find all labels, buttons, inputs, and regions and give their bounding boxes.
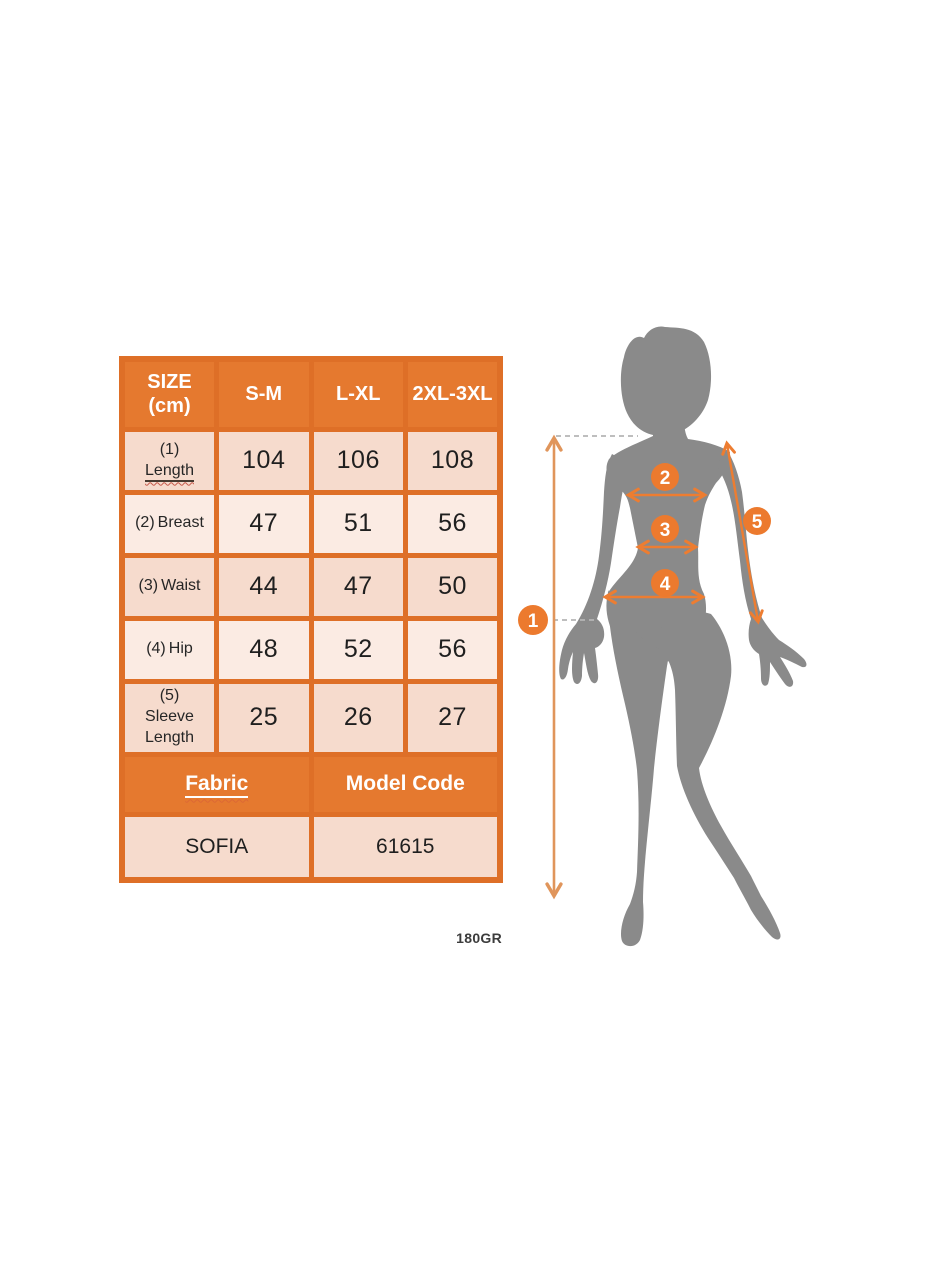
length-s-m: 104 — [214, 426, 314, 495]
marker-4-badge: 4 — [651, 569, 679, 597]
marker-4-number: 4 — [660, 574, 671, 595]
length-2xl-3xl: 108 — [403, 426, 503, 495]
breast-s-m: 47 — [214, 489, 314, 558]
table-footer-values-row: SOFIA 61615 — [119, 811, 503, 883]
row-number: (2) — [135, 514, 155, 532]
waist-s-m: 44 — [214, 552, 314, 621]
hip-s-m: 48 — [214, 615, 314, 684]
row-label-breast: (2) Breast — [119, 489, 219, 558]
sleeve-l-xl: 26 — [308, 678, 408, 757]
model-code-header-cell: Model Code — [308, 751, 503, 817]
row-label-text: Hip — [168, 640, 193, 658]
sleeve-arrow — [721, 440, 764, 625]
silhouette-right-leg — [661, 612, 781, 940]
marker-3-number: 3 — [660, 520, 671, 541]
model-code-value-cell: 61615 — [308, 811, 503, 883]
row-label-sleeve-length: (5) Sleeve Length — [119, 678, 219, 757]
length-l-xl: 106 — [308, 426, 408, 495]
marker-2-number: 2 — [660, 468, 671, 489]
row-number: (5) — [159, 687, 180, 705]
female-body-silhouette — [559, 326, 807, 947]
breast-l-xl: 51 — [308, 489, 408, 558]
table-header-row: SIZE (cm) S-M L-XL 2XL-3XL — [119, 356, 503, 432]
marker-1-circle — [518, 605, 548, 635]
marker-1-badge: 1 — [518, 605, 548, 635]
waist-l-xl: 47 — [308, 552, 408, 621]
header-l-xl: L-XL — [308, 356, 408, 432]
measurement-figure: 1 2 3 4 5 — [515, 318, 880, 978]
table-row-sleeve-length: (5) Sleeve Length 25 26 27 — [119, 678, 503, 757]
table-row-hip: (4) Hip 48 52 56 — [119, 615, 503, 684]
marker-4-circle — [651, 569, 679, 597]
row-number: (4) — [146, 640, 166, 658]
header-s-m: S-M — [214, 356, 314, 432]
row-label-length: (1) Length — [119, 426, 219, 495]
row-label-waist: (3) Waist — [119, 552, 219, 621]
silhouette-right-arm — [716, 450, 807, 687]
table-footer-header-row: Fabric Model Code — [119, 751, 503, 817]
sleeve-s-m: 25 — [214, 678, 314, 757]
header-2xl-3xl: 2XL-3XL — [403, 356, 503, 432]
marker-1-number: 1 — [528, 611, 539, 632]
table-row-breast: (2) Breast 47 51 56 — [119, 489, 503, 558]
silhouette-left-arm — [559, 454, 629, 684]
marker-5-number: 5 — [752, 512, 763, 533]
measurement-figure-svg: 1 2 3 4 5 — [518, 326, 807, 947]
fabric-value-cell: SOFIA — [119, 811, 314, 883]
silhouette-head-hair — [620, 326, 712, 436]
size-table: SIZE (cm) S-M L-XL 2XL-3XL (1) Length 104… — [119, 356, 503, 883]
hip-2xl-3xl: 56 — [403, 615, 503, 684]
marker-2-circle — [651, 463, 679, 491]
hip-l-xl: 52 — [308, 615, 408, 684]
waist-2xl-3xl: 50 — [403, 552, 503, 621]
row-label-text: Length — [145, 461, 194, 482]
sleeve-2xl-3xl: 27 — [403, 678, 503, 757]
marker-5-badge: 5 — [743, 507, 771, 535]
marker-3-badge: 3 — [651, 515, 679, 543]
fabric-weight-note: 180GR — [456, 930, 502, 946]
fabric-header-cell: Fabric — [119, 751, 314, 817]
fabric-label: Fabric — [185, 772, 249, 799]
table-row-length: (1) Length 104 106 108 — [119, 426, 503, 495]
marker-3-circle — [651, 515, 679, 543]
row-label-hip: (4) Hip — [119, 615, 219, 684]
row-label-text: Waist — [161, 577, 201, 595]
marker-2-badge: 2 — [651, 463, 679, 491]
header-size-cm: SIZE (cm) — [119, 356, 219, 432]
marker-5-circle — [743, 507, 771, 535]
breast-2xl-3xl: 56 — [403, 489, 503, 558]
row-label-text: Breast — [157, 514, 204, 532]
row-number: (3) — [138, 577, 159, 595]
table-row-waist: (3) Waist 44 47 50 — [119, 552, 503, 621]
silhouette-left-leg — [607, 590, 668, 947]
row-number: (1) — [159, 440, 180, 458]
row-label-text: Sleeve Length — [145, 708, 194, 746]
